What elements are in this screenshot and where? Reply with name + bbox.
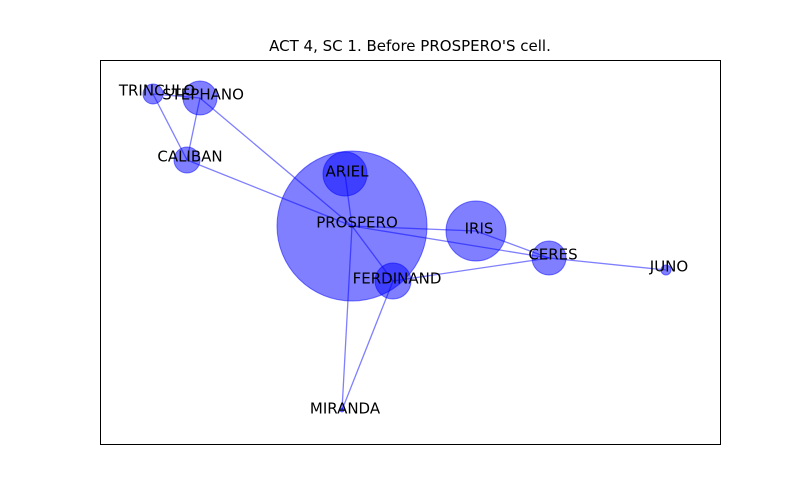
edge-ceres-ferdinand: [392, 257, 550, 282]
node-label-ceres: CERES: [528, 246, 577, 264]
node-ceres: [531, 240, 567, 276]
node-label-juno: JUNO: [649, 258, 688, 276]
edge-ferdinand-miranda: [341, 280, 394, 411]
node-trinculo: [142, 83, 164, 105]
node-stephano: [182, 80, 218, 116]
node-caliban: [173, 146, 201, 174]
plot-frame: [100, 60, 721, 445]
node-ariel: [322, 151, 368, 197]
node-label-prospero: PROSPERO: [316, 214, 398, 232]
node-label-stephano: STEPHANO: [162, 86, 244, 104]
nodes-layer: [142, 80, 672, 413]
labels-layer: PROSPERO ARIEL IRIS CERES JUNO FERDINAND MIRAN…: [118, 82, 688, 418]
node-label-caliban: CALIBAN: [157, 148, 222, 166]
graph-title: ACT 4, SC 1. Before PROSPERO'S cell.: [269, 37, 551, 55]
node-label-trinculo: TRINCULO: [118, 82, 195, 100]
node-label-ariel: ARIEL: [326, 163, 370, 181]
node-iris: [445, 200, 507, 262]
edge-ceres-juno: [548, 257, 667, 271]
node-juno: [660, 264, 672, 276]
node-label-ferdinand: FERDINAND: [353, 270, 442, 288]
node-label-iris: IRIS: [465, 220, 494, 238]
node-miranda: [339, 407, 345, 413]
node-label-miranda: MIRANDA: [310, 400, 381, 418]
node-ferdinand: [374, 262, 412, 300]
